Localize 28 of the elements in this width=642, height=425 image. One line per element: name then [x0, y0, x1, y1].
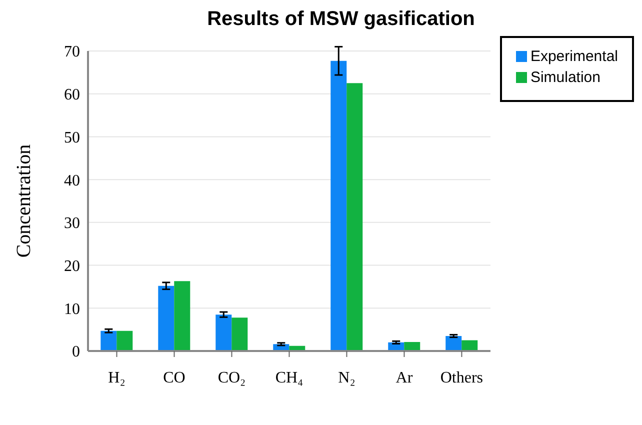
- y-tick-label: 20: [64, 258, 80, 275]
- bar: [216, 314, 232, 351]
- bar: [446, 336, 462, 351]
- bar: [346, 83, 363, 351]
- y-tick-label: 50: [64, 129, 80, 146]
- bar: [330, 60, 347, 351]
- y-tick-label: 30: [64, 215, 80, 232]
- bar: [232, 318, 248, 351]
- x-tick-label: CO₂: [218, 369, 246, 386]
- y-tick-label: 60: [64, 86, 80, 104]
- y-tick-label: 0: [72, 344, 80, 361]
- bar: [116, 330, 133, 351]
- bar: [174, 281, 190, 351]
- x-tick-label: Ar: [396, 369, 414, 386]
- bar: [158, 286, 174, 351]
- chart-title: Results of MSW gasification: [206, 8, 476, 31]
- legend-label: Simulation: [530, 69, 600, 86]
- y-tick-label: 40: [64, 172, 80, 190]
- x-tick-label: N₂: [338, 369, 356, 386]
- x-tick-label: Others: [440, 369, 484, 386]
- legend-label: Experimental: [530, 48, 618, 65]
- x-tick-label: CH₄: [275, 369, 304, 386]
- y-axis-title: Concentration: [13, 144, 36, 258]
- y-tick-label: 70: [64, 44, 80, 61]
- y-tick-label: 10: [64, 300, 80, 318]
- bar: [100, 330, 117, 351]
- x-tick-label: H₂: [108, 369, 126, 386]
- x-tick-label: CO: [163, 369, 186, 386]
